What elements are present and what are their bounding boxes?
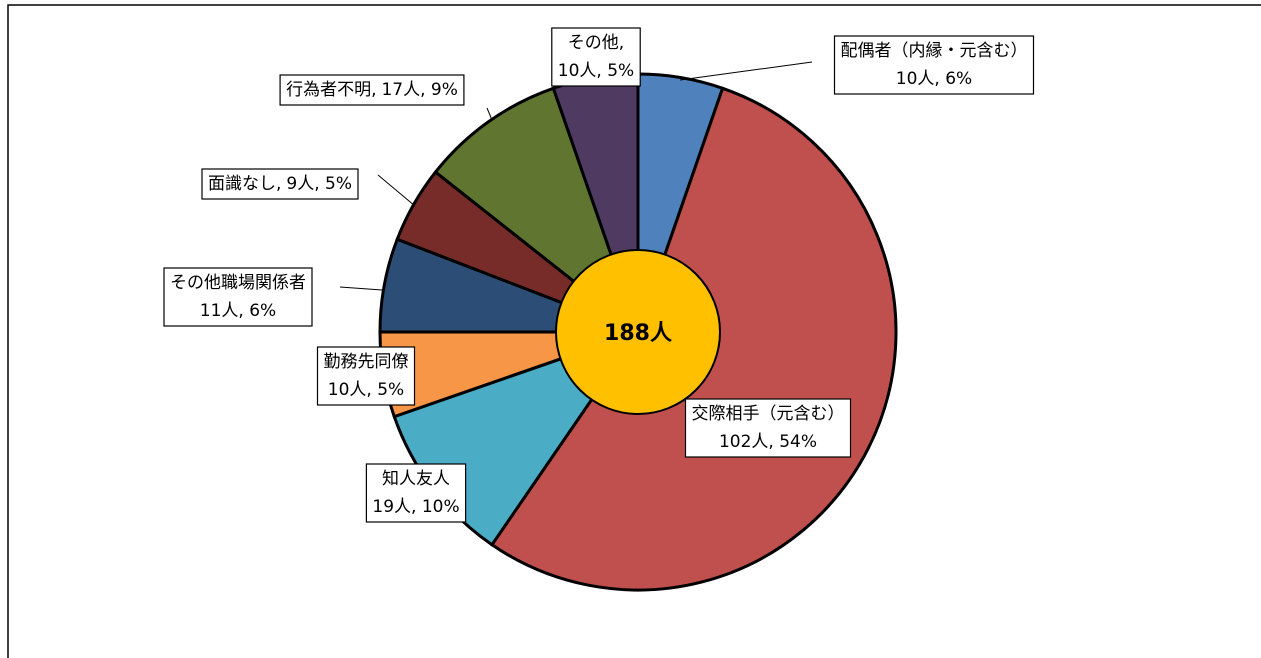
leader-line [679, 61, 813, 81]
data-label: 11人, 6% [200, 301, 276, 321]
slice-name: その他職場関係者 [170, 273, 306, 293]
pie: 188人 [378, 72, 898, 592]
slice-label: 行為者不明, 17人, 9% [286, 80, 458, 100]
slice-name: 知人友人 [382, 469, 450, 489]
slice-label: 面識なし, 9人, 5% [208, 174, 352, 194]
slice-name: 面識なし, [208, 174, 281, 194]
data-label: 10人, 5% [558, 61, 634, 81]
label-box [163, 267, 313, 327]
leader-line [377, 174, 416, 207]
slice-name: 配偶者（内縁・元含む） [841, 41, 1028, 61]
label-box [279, 74, 465, 106]
labels: 配偶者（内縁・元含む） 10人, 6% 交際相手（元含む） 102人, 54% 知人友人… [163, 27, 1035, 523]
data-label: 19人, 10% [372, 497, 459, 517]
data-label: 10人, 6% [896, 69, 972, 89]
slice-name: その他, [568, 33, 624, 53]
label-box [365, 463, 467, 523]
data-label: 17人, 9% [381, 80, 457, 100]
leader-line [339, 286, 383, 291]
slice-name: 行為者不明, [286, 80, 376, 100]
slice-name: 交際相手（元含む） [692, 404, 845, 424]
data-label: 10人, 5% [328, 380, 404, 400]
label-box [201, 168, 359, 200]
leader-line [486, 107, 493, 121]
data-label: 102人, 54% [719, 432, 817, 452]
center-circle [555, 249, 721, 415]
data-label: 9人, 5% [286, 174, 352, 194]
label-box [551, 27, 641, 87]
label-box [684, 398, 852, 458]
center-label: 188人 [604, 321, 672, 346]
label-box [833, 35, 1035, 95]
label-box [316, 346, 416, 406]
slice-name: 勤務先同僚 [324, 352, 409, 372]
